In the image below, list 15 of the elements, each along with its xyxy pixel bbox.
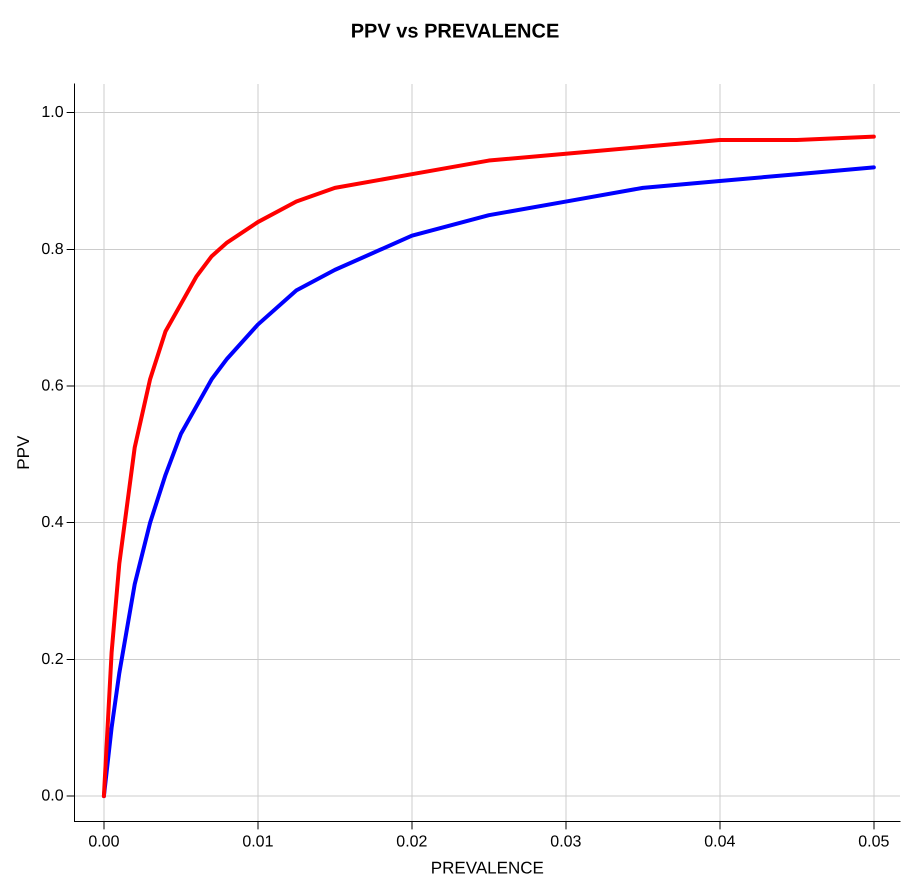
y-tick-label: 0.8 — [41, 240, 64, 258]
chart-title: PPV vs PREVALENCE — [350, 20, 560, 43]
x-tick-label: 0.00 — [88, 833, 120, 850]
y-tick-label: 1.0 — [41, 104, 64, 122]
x-tick-label: 0.02 — [396, 833, 428, 850]
x-tick-label: 0.03 — [550, 833, 582, 850]
y-tick-label: 0.6 — [41, 377, 64, 394]
x-axis-title: PREVALENCE — [430, 858, 544, 878]
y-tick-label: 0.4 — [41, 514, 64, 532]
x-tick-label: 0.05 — [858, 833, 890, 850]
y-tick-label: 0.2 — [41, 650, 64, 668]
y-axis-title: PPV — [14, 435, 33, 470]
x-tick-label: 0.04 — [704, 833, 736, 850]
x-tick-label: 0.01 — [242, 833, 274, 850]
y-tick-label: 0.0 — [41, 788, 64, 805]
